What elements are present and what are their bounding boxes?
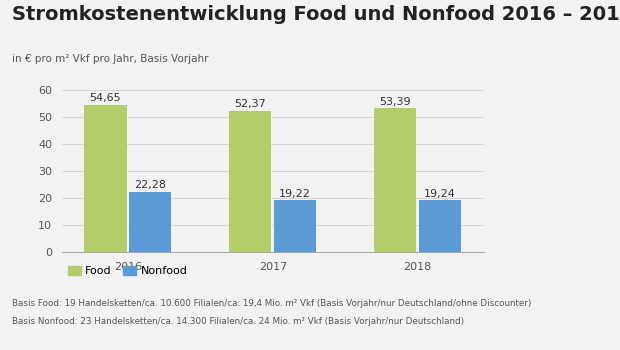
Bar — [274, 200, 316, 252]
Text: Stromkostenentwicklung Food und Nonfood 2016 – 2018: Stromkostenentwicklung Food und Nonfood … — [12, 5, 620, 24]
Text: 22,28: 22,28 — [135, 180, 166, 190]
Bar — [129, 192, 171, 252]
Text: 54,65: 54,65 — [90, 93, 122, 103]
Text: Basis Food: 19 Handelsketten/ca. 10.600 Filialen/ca. 19,4 Mio. m² Vkf (Basis Vor: Basis Food: 19 Handelsketten/ca. 10.600 … — [12, 299, 532, 308]
Text: 52,37: 52,37 — [234, 99, 266, 110]
Bar — [84, 105, 126, 252]
Text: Basis Nonfood: 23 Handelsketten/ca. 14.300 Filialen/ca. 24 Mio. m² Vkf (Basis Vo: Basis Nonfood: 23 Handelsketten/ca. 14.3… — [12, 317, 464, 326]
Bar — [374, 108, 417, 252]
Text: in € pro m² Vkf pro Jahr, Basis Vorjahr: in € pro m² Vkf pro Jahr, Basis Vorjahr — [12, 54, 209, 64]
Text: 19,22: 19,22 — [279, 189, 311, 199]
Text: 53,39: 53,39 — [379, 97, 411, 107]
Bar — [419, 200, 461, 252]
Bar — [229, 111, 272, 252]
Legend: Food, Nonfood: Food, Nonfood — [68, 266, 188, 276]
Text: 19,24: 19,24 — [424, 189, 456, 198]
